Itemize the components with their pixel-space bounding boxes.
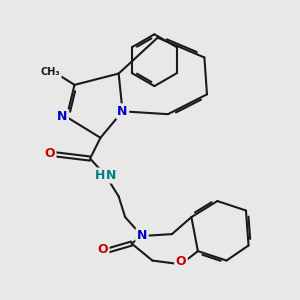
- Text: N: N: [117, 105, 128, 118]
- Text: O: O: [44, 147, 55, 160]
- Text: H: H: [94, 169, 105, 182]
- Text: N: N: [106, 169, 117, 182]
- Text: O: O: [98, 243, 108, 256]
- Text: O: O: [176, 255, 186, 268]
- Text: N: N: [57, 110, 68, 124]
- Text: N: N: [137, 230, 147, 242]
- Text: CH₃: CH₃: [41, 67, 61, 77]
